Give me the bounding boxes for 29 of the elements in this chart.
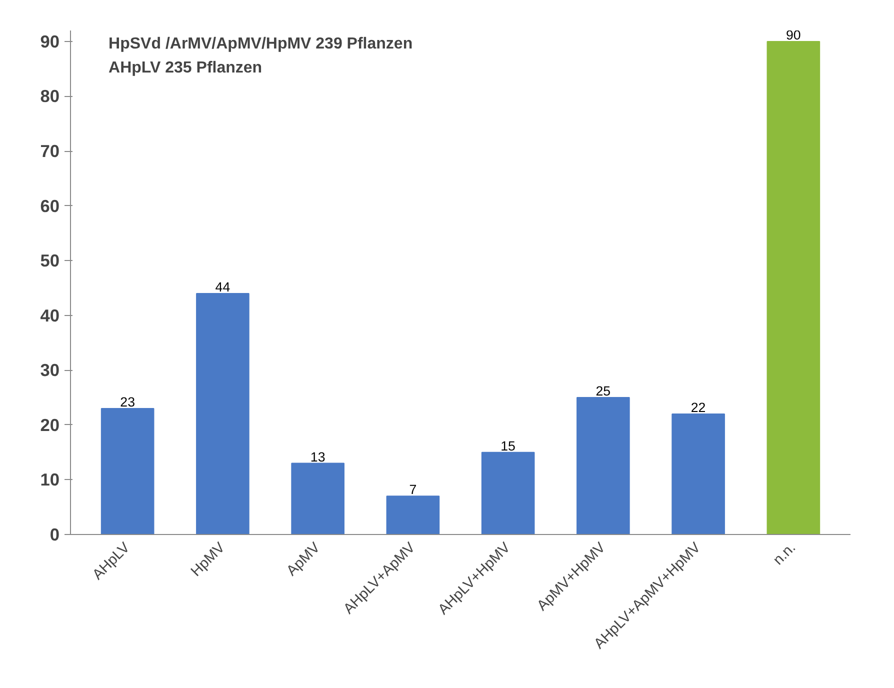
bar (291, 462, 344, 534)
data-label: 13 (310, 449, 326, 464)
bar (766, 40, 820, 534)
annotation: AHpLV 235 Pflanzen (108, 60, 262, 76)
y-tick-label: 30 (40, 360, 60, 380)
bar (196, 292, 250, 534)
y-tick-label: 50 (40, 250, 60, 271)
annotation: HpSVd /ArMV/ApMV/HpMV 239 Pflanzen (108, 36, 413, 52)
x-tick-label: n.n. (770, 540, 800, 568)
y-tick-label: 70 (40, 141, 60, 162)
data-label: 90 (786, 27, 801, 42)
y-tick-label: 80 (40, 86, 60, 106)
y-tick-label: 90 (40, 31, 60, 52)
bar (576, 397, 630, 534)
y-tick-label: 60 (40, 196, 60, 216)
bar (386, 496, 440, 534)
y-tick-label: 40 (40, 305, 60, 326)
data-label: 22 (690, 400, 706, 415)
data-label: 23 (120, 394, 135, 410)
bar (100, 408, 154, 534)
y-tick-label: 10 (40, 470, 60, 490)
data-label: 25 (596, 384, 611, 399)
bar (672, 413, 725, 534)
data-label: 15 (500, 438, 516, 454)
y-tick-label: 0 (50, 524, 60, 544)
bar (481, 452, 535, 534)
data-label: 7 (409, 482, 417, 498)
y-tick-label: 20 (40, 414, 60, 435)
data-label: 44 (215, 279, 231, 294)
